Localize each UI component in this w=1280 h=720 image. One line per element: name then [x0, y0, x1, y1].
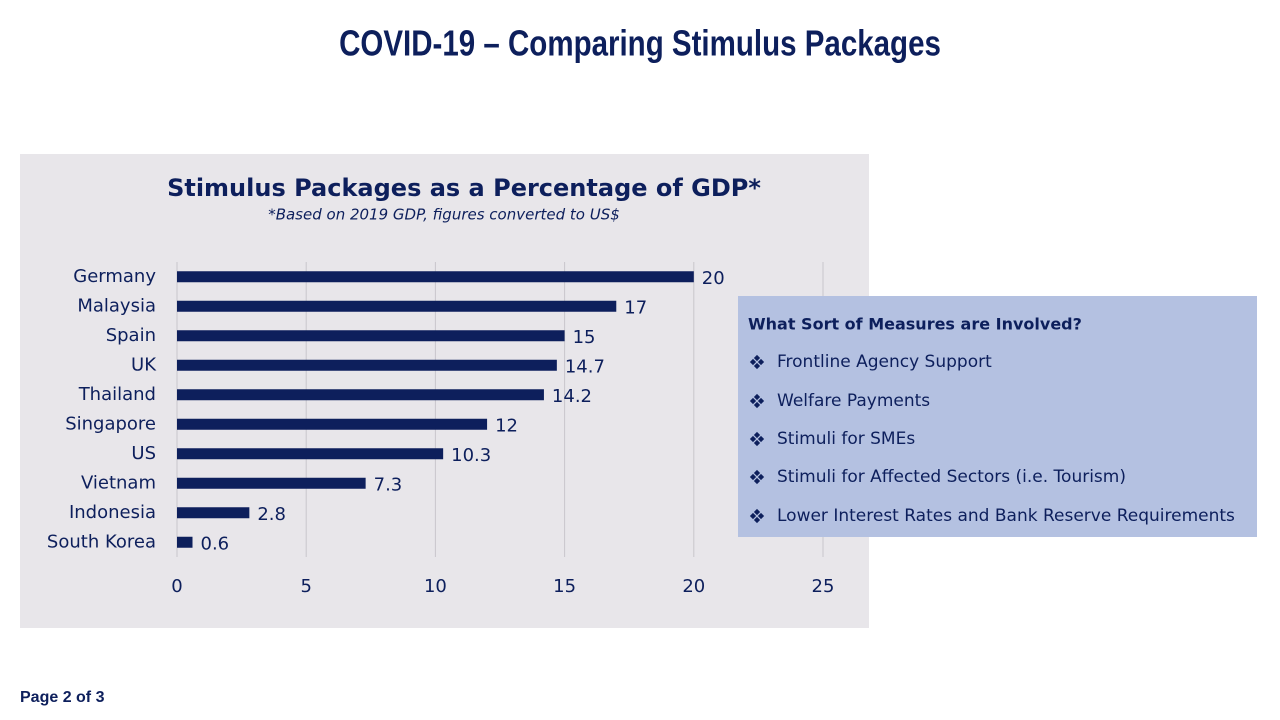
y-tick-label: Vietnam	[81, 472, 156, 493]
page-number: Page 2 of 3	[20, 689, 105, 706]
value-label: 20	[702, 268, 725, 289]
y-tick-label: South Korea	[47, 531, 156, 552]
bar	[177, 477, 366, 489]
value-label: 14.7	[565, 356, 605, 377]
chart-title: Stimulus Packages as a Percentage of GDP…	[167, 174, 761, 202]
info-item: Lower Interest Rates and Bank Reserve Re…	[777, 506, 1235, 526]
slide-title: COVID-19 – Comparing Stimulus Packages	[339, 23, 941, 63]
y-tick-label: US	[131, 443, 156, 464]
info-title: What Sort of Measures are Involved?	[748, 315, 1082, 334]
bar	[177, 330, 565, 342]
y-tick-label: Malaysia	[77, 295, 156, 316]
bar	[177, 389, 544, 401]
y-tick-label: UK	[131, 354, 157, 375]
bar	[177, 418, 488, 430]
bullet	[757, 512, 765, 520]
x-tick-label: 25	[812, 576, 835, 597]
info-list: Frontline Agency Support Welfare Payments…	[749, 352, 1235, 526]
x-tick-label: 20	[682, 576, 705, 597]
bar	[177, 448, 444, 460]
x-tick-label: 0	[171, 576, 182, 597]
info-item: Stimuli for Affected Sectors (i.e. Touri…	[777, 467, 1126, 487]
bar	[177, 271, 694, 283]
y-tick-label: Indonesia	[69, 502, 156, 523]
y-tick-label: Germany	[73, 266, 156, 287]
plot: 0 5 10 15 20 25 Germany 20 Malaysia 17 Spain 15 UK 14…	[47, 262, 835, 597]
value-label: 7.3	[374, 474, 403, 495]
x-tick-label: 15	[553, 576, 576, 597]
y-tick-label: Spain	[106, 325, 156, 346]
value-label: 10.3	[451, 445, 491, 466]
value-label: 15	[573, 327, 596, 348]
info-box	[738, 296, 1257, 537]
value-label: 14.2	[552, 386, 592, 407]
bullet	[749, 512, 757, 520]
info-item: Welfare Payments	[777, 391, 930, 411]
bar	[177, 536, 193, 548]
bar	[177, 359, 557, 371]
y-tick-label: Singapore	[65, 413, 156, 434]
value-label: 2.8	[257, 504, 286, 525]
chart-subtitle: *Based on 2019 GDP, figures converted to…	[268, 206, 620, 224]
bar	[177, 300, 617, 312]
bullet	[753, 516, 761, 524]
x-tick-label: 10	[424, 576, 447, 597]
value-label: 12	[495, 415, 518, 436]
info-item: Frontline Agency Support	[777, 352, 992, 372]
value-label: 17	[624, 297, 647, 318]
value-label: 0.6	[201, 533, 230, 554]
info-item: Stimuli for SMEs	[777, 429, 915, 449]
x-tick-label: 5	[300, 576, 311, 597]
bar	[177, 507, 250, 519]
y-tick-label: Thailand	[78, 384, 156, 405]
